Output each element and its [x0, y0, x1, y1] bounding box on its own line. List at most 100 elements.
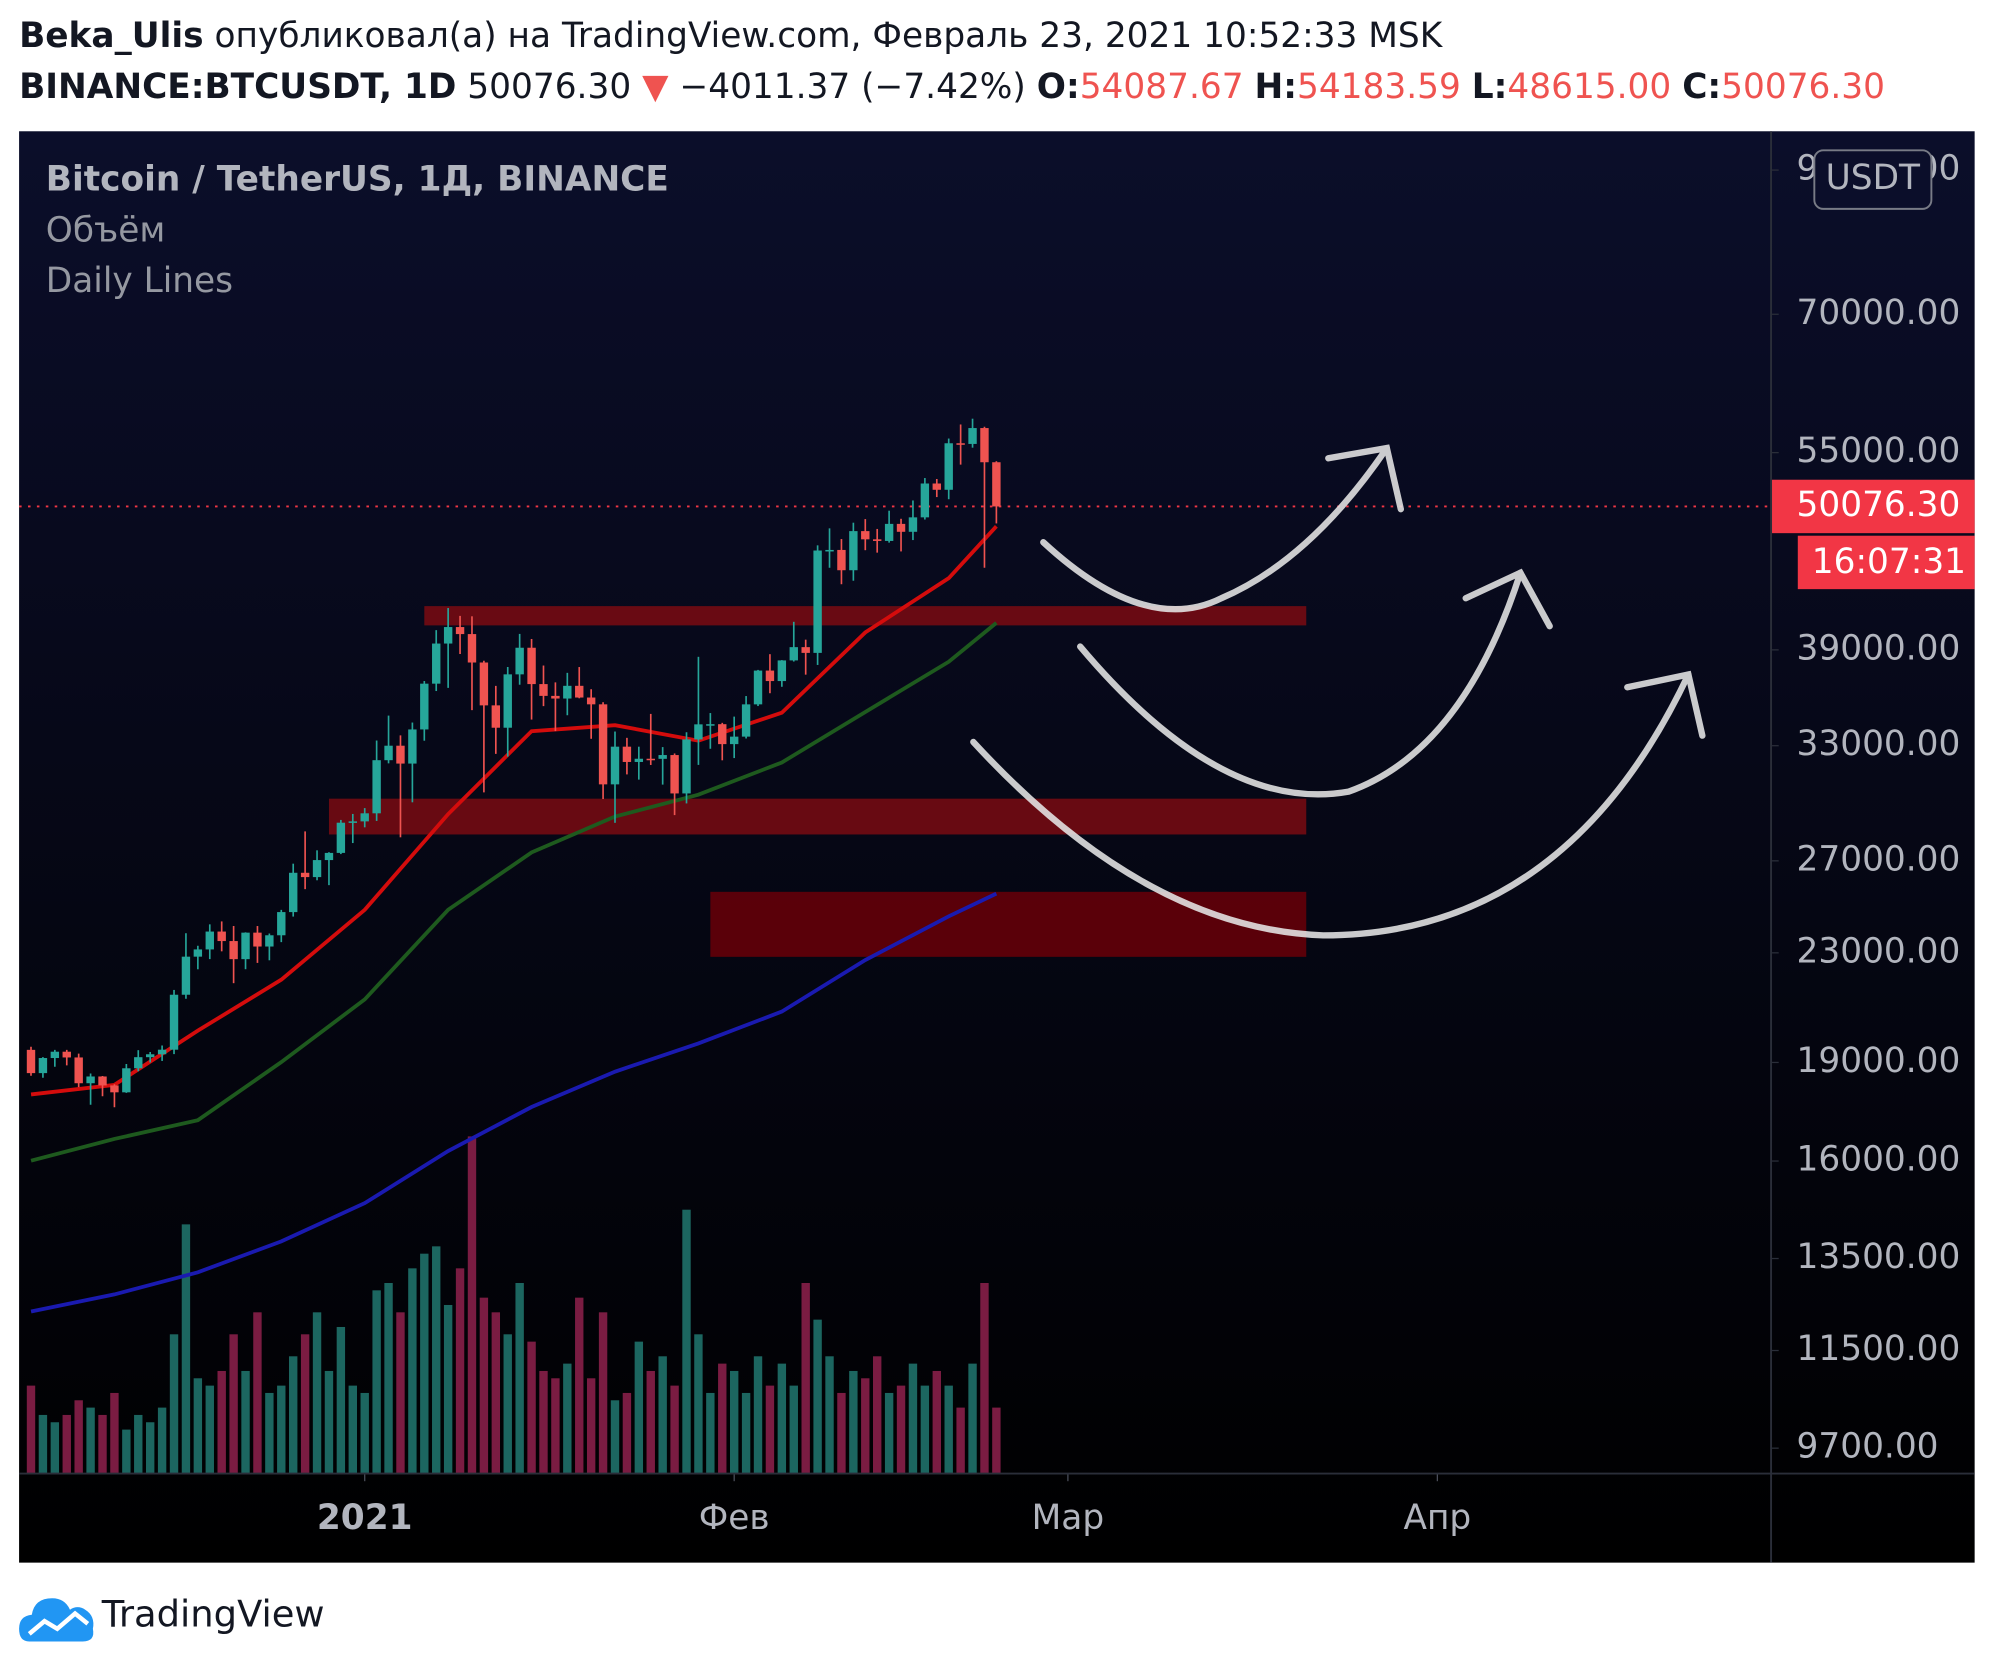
- candle-body: [539, 684, 548, 696]
- y-tick-label: 11500.00: [1797, 1329, 1961, 1369]
- volume-bar: [741, 1392, 751, 1474]
- candle-body: [145, 1054, 155, 1058]
- volume-bar: [634, 1341, 644, 1474]
- volume-bar: [777, 1363, 787, 1474]
- candle-body: [241, 932, 250, 960]
- volume-bar: [551, 1378, 560, 1474]
- candle-body: [157, 1049, 167, 1055]
- ma-line: [30, 891, 998, 1314]
- countdown-box: [1797, 535, 1975, 590]
- logo-icon: [19, 1598, 94, 1642]
- volume-bar: [980, 1282, 989, 1474]
- zone: [328, 798, 1307, 835]
- volume-bar: [753, 1356, 763, 1474]
- volume-bar: [789, 1385, 798, 1474]
- candle-body: [420, 683, 429, 730]
- candle-body: [134, 1057, 143, 1069]
- volume-bar: [62, 1414, 71, 1474]
- volume-bar: [193, 1378, 203, 1474]
- candle-body: [920, 483, 930, 518]
- volume-bar: [598, 1312, 608, 1474]
- candle-body: [908, 517, 918, 532]
- volume-bar: [670, 1385, 679, 1474]
- volume-bar: [503, 1334, 512, 1474]
- candle-body: [873, 539, 882, 541]
- volume-bar: [157, 1407, 167, 1474]
- volume-bar: [968, 1363, 977, 1474]
- volume-bar: [992, 1407, 1001, 1474]
- candle-body: [312, 860, 322, 878]
- x-tick-label: 2021: [317, 1498, 413, 1538]
- volume-bar: [217, 1370, 226, 1474]
- volume-bar: [694, 1334, 703, 1474]
- candle-body: [777, 660, 787, 682]
- volume-bar: [622, 1392, 632, 1474]
- candle-body: [956, 443, 965, 445]
- candle-body: [586, 697, 596, 705]
- author: Beka_Ulis: [19, 16, 204, 56]
- y-tick-label: 23000.00: [1797, 931, 1961, 971]
- candle-body: [265, 935, 274, 947]
- candle-body: [169, 994, 179, 1050]
- last-price-label: 50076.30: [1797, 485, 1961, 525]
- candle-body: [443, 627, 453, 644]
- l: 48615.00: [1507, 67, 1671, 107]
- candle-body: [563, 685, 572, 699]
- arrow-2: [1077, 569, 1524, 798]
- volume-bar: [575, 1297, 584, 1474]
- volume-bar: [396, 1312, 405, 1474]
- candle-body: [193, 949, 203, 957]
- candle-body: [348, 821, 357, 823]
- candle-body: [741, 704, 751, 737]
- candle-body: [26, 1049, 36, 1074]
- y-tick-label: 70000.00: [1797, 293, 1961, 333]
- last-price-box: [1771, 479, 1975, 534]
- candle-body: [610, 746, 620, 785]
- candle-body: [694, 724, 703, 740]
- candle-body: [944, 443, 953, 490]
- volume-bar: [253, 1312, 262, 1474]
- candle-body: [86, 1076, 95, 1084]
- volume-bar: [467, 1136, 477, 1474]
- y-tick-label: 13500.00: [1797, 1237, 1961, 1277]
- candle-body: [527, 647, 536, 685]
- volume-bar: [312, 1312, 322, 1474]
- legend-volume: Объём: [46, 210, 166, 250]
- candle-body: [479, 662, 489, 706]
- volume-bar: [455, 1268, 465, 1474]
- x-tick-label: Апр: [1403, 1498, 1471, 1538]
- volume-bar: [825, 1356, 834, 1474]
- volume-bar: [479, 1297, 489, 1474]
- candle-body: [515, 647, 524, 675]
- volume-bar: [205, 1385, 214, 1474]
- annotations: [970, 444, 1706, 939]
- header-line-2: BINANCE:BTCUSDT, 1D 50076.30 ▼ −4011.37 …: [19, 67, 1885, 107]
- symbol: BINANCE:BTCUSDT, 1D: [19, 67, 456, 107]
- candle-body: [181, 956, 191, 995]
- y-tick-label: 27000.00: [1797, 839, 1961, 879]
- candle-body: [825, 549, 834, 552]
- candle-body: [98, 1076, 107, 1086]
- candle-body: [432, 643, 441, 684]
- plot: [19, 418, 1772, 1474]
- candle-body: [205, 931, 214, 950]
- candle-body: [277, 912, 286, 936]
- candle-body: [801, 647, 810, 653]
- volume-bar: [74, 1400, 83, 1474]
- o: 54087.67: [1080, 67, 1244, 107]
- candle-body: [300, 872, 310, 878]
- arrow-1: [1040, 444, 1391, 613]
- last: 50076.30: [467, 67, 631, 107]
- zone: [710, 891, 1307, 957]
- volume-bar: [360, 1392, 369, 1474]
- candle-body: [110, 1085, 119, 1093]
- volume-bar: [491, 1312, 501, 1474]
- countdown-label: 16:07:31: [1812, 542, 1966, 582]
- candle-body: [849, 531, 858, 571]
- y-tick-label: 55000.00: [1797, 431, 1961, 471]
- candle-body: [62, 1051, 71, 1058]
- volume-bar: [729, 1370, 739, 1474]
- volume-bar: [706, 1392, 715, 1474]
